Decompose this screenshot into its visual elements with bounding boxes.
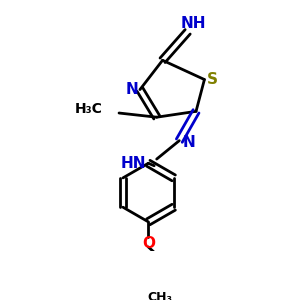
Text: S: S (207, 72, 218, 87)
Text: N: N (183, 135, 196, 150)
Text: H₃C: H₃C (74, 102, 102, 116)
Text: NH: NH (181, 16, 206, 31)
Text: O: O (142, 236, 155, 251)
Text: N: N (125, 82, 138, 97)
Text: HN: HN (120, 156, 146, 171)
Text: CH₃: CH₃ (148, 291, 172, 300)
